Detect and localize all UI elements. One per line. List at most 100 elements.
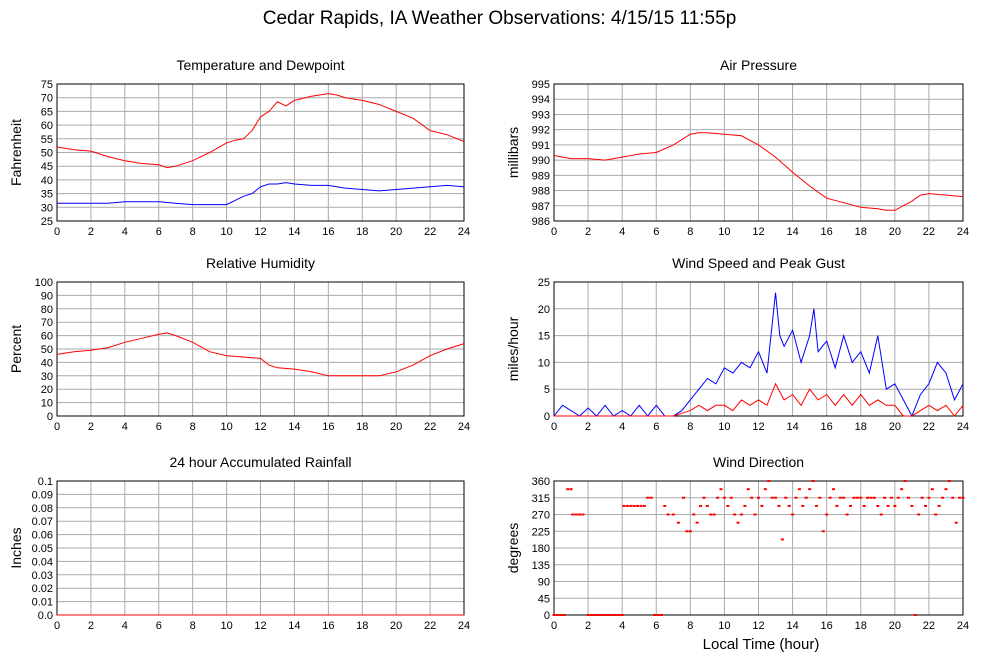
data-point: [589, 614, 593, 616]
x-tick-label: 4: [122, 226, 128, 238]
x-axis-label: Local Time (hour): [703, 636, 820, 653]
data-point: [934, 513, 938, 516]
y-tick-label: 40: [41, 357, 53, 369]
data-point: [705, 504, 709, 507]
y-tick-label: 0.08: [32, 503, 53, 515]
data-point: [656, 614, 660, 616]
data-point: [702, 496, 706, 499]
y-tick-label: 988: [532, 186, 550, 198]
y-tick-label: 25: [538, 277, 550, 289]
x-tick-label: 16: [322, 421, 334, 433]
data-point: [927, 496, 931, 499]
y-tick-label: 70: [41, 317, 53, 329]
data-point: [566, 488, 570, 491]
x-tick-label: 12: [254, 226, 266, 238]
x-tick-label: 8: [687, 620, 693, 632]
y-tick-label: 990: [532, 155, 550, 167]
data-point: [603, 614, 607, 616]
data-point: [586, 614, 590, 616]
data-point: [649, 496, 653, 499]
y-tick-label: 20: [41, 384, 53, 396]
x-tick-label: 0: [54, 421, 60, 433]
data-point: [906, 496, 910, 499]
data-point: [729, 496, 733, 499]
data-point: [924, 504, 928, 507]
panel-title: Wind Direction: [713, 454, 804, 470]
x-tick-label: 2: [585, 620, 591, 632]
data-point: [872, 496, 876, 499]
data-point: [671, 513, 675, 516]
data-point: [653, 614, 657, 616]
data-point: [954, 521, 958, 524]
x-tick-label: 18: [356, 226, 368, 238]
y-axis-label: Percent: [8, 325, 24, 373]
data-point: [688, 530, 692, 533]
x-tick-label: 22: [424, 620, 436, 632]
data-point: [937, 504, 941, 507]
data-point: [835, 504, 839, 507]
x-tick-label: 14: [786, 620, 798, 632]
y-tick-label: 0.01: [32, 597, 53, 609]
data-point: [632, 504, 636, 507]
data-point: [886, 504, 890, 507]
x-tick-label: 18: [855, 620, 867, 632]
x-tick-label: 14: [786, 421, 798, 433]
data-point: [613, 614, 617, 616]
data-point: [828, 496, 832, 499]
data-point: [808, 488, 812, 491]
y-tick-label: 90: [41, 290, 53, 302]
data-point: [699, 504, 703, 507]
panel-title: 24 hour Accumulated Rainfall: [169, 454, 351, 470]
x-tick-label: 20: [889, 421, 901, 433]
x-tick-label: 10: [718, 421, 730, 433]
data-point: [849, 504, 853, 507]
data-point: [814, 504, 818, 507]
data-point: [736, 521, 740, 524]
data-point: [676, 521, 680, 524]
data-point: [607, 614, 611, 616]
data-point: [753, 513, 757, 516]
x-tick-label: 8: [687, 421, 693, 433]
x-tick-label: 24: [458, 226, 470, 238]
x-tick-label: 4: [619, 421, 625, 433]
data-point: [743, 504, 747, 507]
x-tick-label: 14: [288, 421, 300, 433]
y-tick-label: 90: [538, 577, 550, 589]
data-point: [784, 496, 788, 499]
data-point: [622, 504, 626, 507]
data-point: [852, 496, 856, 499]
y-tick-label: 180: [532, 543, 550, 555]
x-tick-label: 2: [88, 620, 94, 632]
data-point: [666, 513, 670, 516]
y-axis-label: miles/hour: [505, 316, 521, 381]
data-point: [896, 496, 900, 499]
data-point: [552, 614, 556, 616]
x-tick-label: 12: [254, 620, 266, 632]
data-point: [757, 496, 760, 499]
x-tick-label: 22: [923, 620, 935, 632]
x-tick-label: 4: [122, 620, 128, 632]
y-tick-label: 0.06: [32, 530, 53, 542]
plot-frame: [56, 281, 465, 417]
data-point: [571, 513, 575, 516]
y-tick-label: 0.1: [38, 476, 53, 488]
x-tick-label: 18: [855, 421, 867, 433]
x-tick-label: 2: [88, 226, 94, 238]
y-axis-label: degrees: [505, 523, 521, 574]
data-point: [682, 496, 686, 499]
data-point: [639, 504, 643, 507]
y-tick-label: 30: [41, 371, 53, 383]
data-point: [716, 496, 720, 499]
data-point: [838, 496, 842, 499]
y-tick-label: 35: [41, 189, 53, 201]
y-tick-label: 50: [41, 344, 53, 356]
x-tick-label: 16: [322, 620, 334, 632]
x-tick-label: 20: [889, 226, 901, 238]
y-tick-label: 0.05: [32, 543, 53, 555]
x-tick-label: 0: [551, 226, 557, 238]
data-point: [763, 488, 767, 491]
x-tick-label: 12: [752, 620, 764, 632]
x-tick-label: 16: [821, 226, 833, 238]
